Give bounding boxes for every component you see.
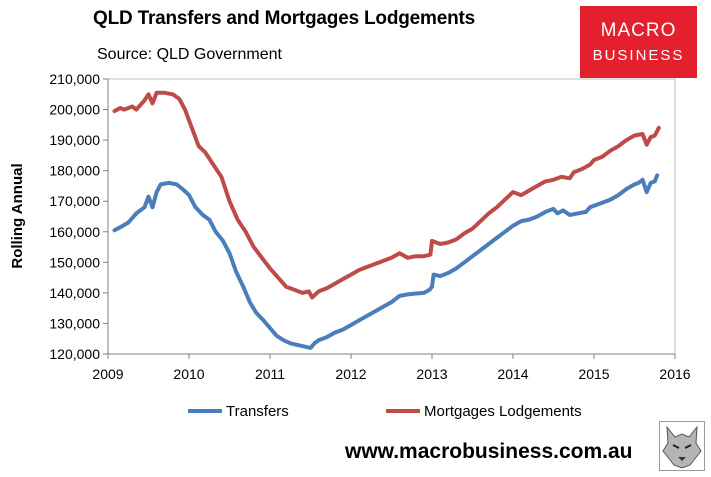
y-tick-label: 200,000 [49, 102, 100, 118]
macrobusiness-logo: MACRO BUSINESS [580, 6, 697, 78]
wolf-logo-icon [659, 421, 705, 471]
series-line-transfers [112, 173, 660, 350]
x-tick-label: 2010 [173, 366, 204, 382]
legend-label-transfers: Transfers [226, 403, 289, 420]
x-tick-label: 2015 [578, 366, 609, 382]
x-tick-label: 2013 [416, 366, 447, 382]
y-tick-label: 130,000 [49, 315, 100, 331]
x-tick-label: 2009 [92, 366, 123, 382]
y-tick-label: 190,000 [49, 132, 100, 148]
chart-title: QLD Transfers and Mortgages Lodgements [93, 8, 475, 29]
y-tick-label: 180,000 [49, 163, 100, 179]
y-tick-label: 150,000 [49, 254, 100, 270]
series-line-mortgages [112, 90, 661, 300]
legend-label-mortgages: Mortgages Lodgements [424, 403, 582, 420]
plot-area-border [107, 78, 676, 355]
logo-line-1: MACRO [600, 20, 677, 41]
y-tick-label: 140,000 [49, 285, 100, 301]
chart-source: Source: QLD Government [97, 46, 282, 63]
x-axis-ticks: 2009 2010 2011 2012 2013 2014 2015 2016 [92, 354, 691, 382]
y-tick-label: 170,000 [49, 193, 100, 209]
x-tick-label: 2014 [497, 366, 528, 382]
y-axis-label: Rolling Annual [9, 163, 26, 268]
footer-website: www.macrobusiness.com.au [345, 440, 633, 463]
y-tick-label: 120,000 [49, 346, 100, 362]
y-tick-label: 210,000 [49, 71, 100, 87]
legend: Transfers Mortgages Lodgements [188, 403, 582, 420]
x-tick-label: 2011 [255, 366, 285, 382]
x-tick-label: 2012 [335, 366, 366, 382]
y-axis-ticks: 120,000 130,000 140,000 150,000 160,000 170,0… [49, 71, 108, 362]
logo-line-2: BUSINESS [592, 47, 685, 64]
series-group [112, 90, 661, 350]
y-tick-label: 160,000 [49, 224, 100, 240]
x-tick-label: 2016 [659, 366, 690, 382]
